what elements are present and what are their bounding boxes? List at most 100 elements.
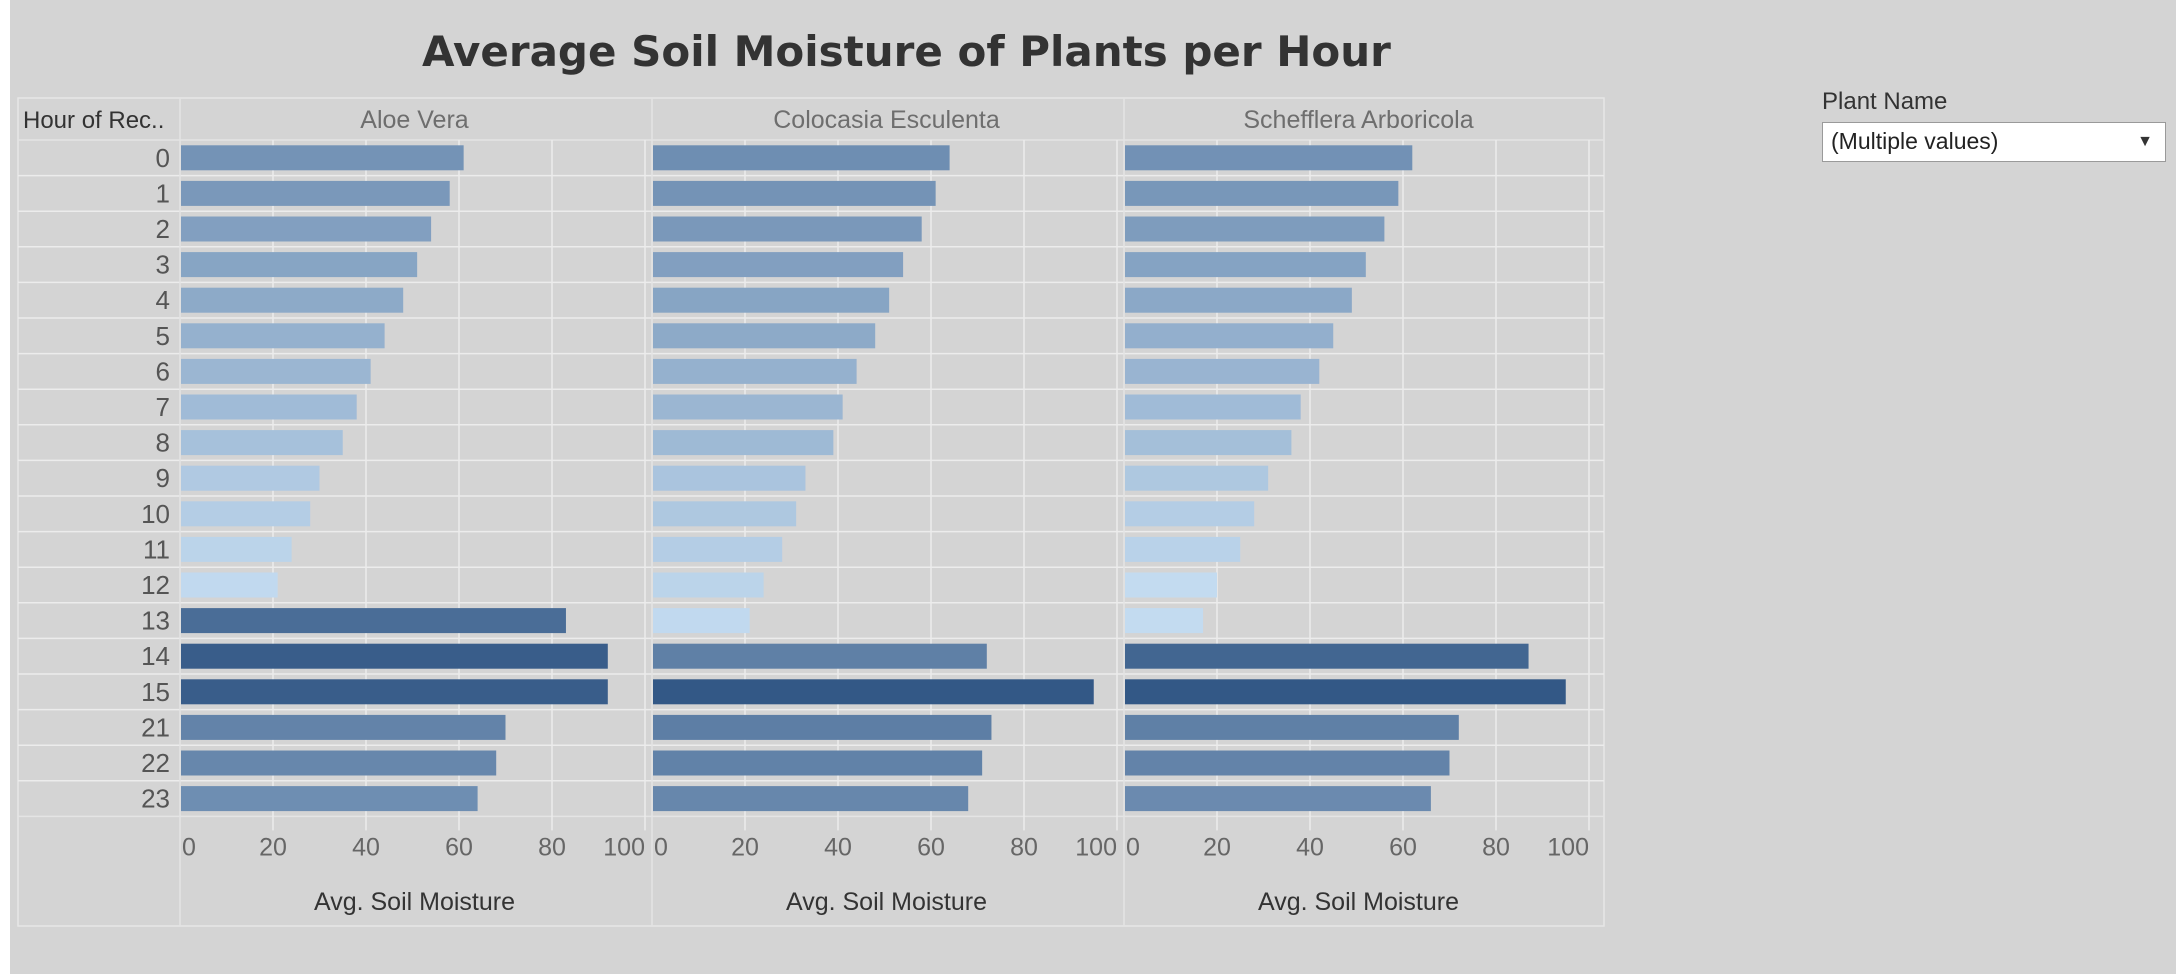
x-tick-label: 60 <box>1389 833 1417 861</box>
bar[interactable] <box>653 145 950 171</box>
panel-colocasia-esculenta: 0 20 40 60 80 100 Colocasia Esculenta Avg. Soil… <box>651 98 1118 926</box>
bar[interactable] <box>181 323 385 349</box>
bar[interactable] <box>181 643 608 669</box>
bar[interactable] <box>1125 714 1459 740</box>
row-header: Hour of Rec.. <box>23 107 164 134</box>
hour-label: 8 <box>156 428 170 458</box>
bar[interactable] <box>181 394 357 420</box>
x-tick-label: 80 <box>538 833 566 861</box>
bar[interactable] <box>1125 608 1204 634</box>
chart-title: Average Soil Moisture of Plants per Hour <box>422 27 1391 76</box>
hour-label: 12 <box>141 570 170 600</box>
filter-label: Plant Name <box>1822 88 1948 115</box>
dropdown-value: (Multiple values) <box>1831 128 1999 154</box>
bar[interactable] <box>181 572 278 598</box>
bar[interactable] <box>181 465 320 491</box>
bar[interactable] <box>1125 465 1269 491</box>
x-axis-title: Avg. Soil Moisture <box>1258 888 1459 916</box>
hour-label: 6 <box>156 356 170 386</box>
bar[interactable] <box>653 536 783 562</box>
bar[interactable] <box>653 786 969 812</box>
bar[interactable] <box>653 643 987 669</box>
bar[interactable] <box>653 714 992 740</box>
bar[interactable] <box>1125 501 1255 527</box>
x-tick-label: 100 <box>1075 833 1117 861</box>
dashboard-canvas: Average Soil Moisture of Plants per Hour… <box>10 0 2176 974</box>
bar[interactable] <box>181 145 464 171</box>
hour-label: 22 <box>141 748 170 778</box>
bar[interactable] <box>1125 394 1301 420</box>
hour-label: 13 <box>141 606 170 636</box>
x-tick-label: 20 <box>259 833 287 861</box>
hour-label: 2 <box>156 214 170 244</box>
bar[interactable] <box>653 465 806 491</box>
panel-header: Colocasia Esculenta <box>773 106 1000 134</box>
hour-label: 9 <box>156 463 170 493</box>
x-tick-label: 80 <box>1482 833 1510 861</box>
bar[interactable] <box>1125 679 1566 705</box>
soil-moisture-chart: Average Soil Moisture of Plants per Hour… <box>17 27 1605 927</box>
x-tick-label: 80 <box>1010 833 1038 861</box>
bar[interactable] <box>653 180 936 206</box>
bar[interactable] <box>181 358 371 384</box>
x-tick-label: 40 <box>824 833 852 861</box>
bar[interactable] <box>181 536 292 562</box>
bar[interactable] <box>653 608 750 634</box>
hour-label: 7 <box>156 392 170 422</box>
x-tick-label: 100 <box>603 833 645 861</box>
panel-header: Schefflera Arboricola <box>1243 106 1473 134</box>
x-axis-title: Avg. Soil Moisture <box>314 888 515 916</box>
bar[interactable] <box>653 750 983 776</box>
bar[interactable] <box>181 287 404 313</box>
bar[interactable] <box>181 608 566 634</box>
x-tick-label: 0 <box>654 833 668 861</box>
bar[interactable] <box>653 358 857 384</box>
bar[interactable] <box>1125 287 1352 313</box>
hour-label: 4 <box>156 285 170 315</box>
bar[interactable] <box>1125 358 1320 384</box>
bar[interactable] <box>181 430 343 456</box>
panel-schefflera-arboricola: 0 20 40 60 80 100 Schefflera Arboricola Avg. So… <box>1123 98 1590 926</box>
bar[interactable] <box>181 180 450 206</box>
bar[interactable] <box>1125 216 1385 242</box>
bar[interactable] <box>653 252 904 278</box>
bar[interactable] <box>653 216 922 242</box>
x-tick-label: 60 <box>445 833 473 861</box>
hour-label: 14 <box>141 641 170 671</box>
bar[interactable] <box>1125 323 1334 349</box>
bar[interactable] <box>1125 750 1450 776</box>
hour-label: 3 <box>156 250 170 280</box>
bar[interactable] <box>1125 252 1366 278</box>
dropdown-arrow-icon[interactable]: ▼ <box>2137 133 2153 150</box>
bar[interactable] <box>181 786 478 812</box>
x-tick-label: 20 <box>731 833 759 861</box>
x-tick-label: 60 <box>917 833 945 861</box>
x-tick-label: 40 <box>1296 833 1324 861</box>
bar[interactable] <box>1125 572 1217 598</box>
hour-label: 0 <box>156 143 170 173</box>
bar[interactable] <box>181 679 608 705</box>
bar[interactable] <box>181 252 418 278</box>
bar[interactable] <box>653 430 834 456</box>
bar[interactable] <box>653 394 843 420</box>
hour-label: 23 <box>141 784 170 814</box>
bar[interactable] <box>181 501 311 527</box>
plant-name-dropdown[interactable]: (Multiple values) ▼ <box>1822 122 2166 162</box>
bar[interactable] <box>1125 180 1399 206</box>
bar[interactable] <box>1125 430 1292 456</box>
bar[interactable] <box>653 323 876 349</box>
bar[interactable] <box>1125 145 1413 171</box>
bar[interactable] <box>653 287 890 313</box>
bar[interactable] <box>653 572 764 598</box>
bar[interactable] <box>1125 536 1241 562</box>
x-tick-label: 40 <box>352 833 380 861</box>
bar[interactable] <box>653 679 1094 705</box>
bar[interactable] <box>181 714 506 740</box>
bar[interactable] <box>1125 786 1431 812</box>
bar[interactable] <box>181 750 497 776</box>
bar[interactable] <box>181 216 432 242</box>
bar[interactable] <box>653 501 797 527</box>
bar[interactable] <box>1125 643 1529 669</box>
hour-label: 1 <box>156 178 170 208</box>
